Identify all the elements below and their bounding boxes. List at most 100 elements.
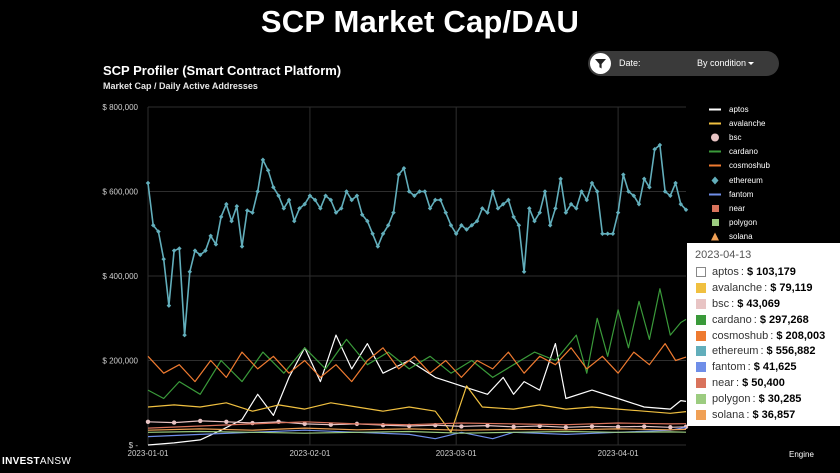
tooltip-separator: :	[740, 265, 744, 278]
data-point-bsc	[589, 424, 595, 429]
chart-title: SCP Profiler (Smart Contract Platform)	[103, 63, 342, 78]
series-line-ethereum	[147, 144, 687, 336]
data-point-ethereum	[443, 210, 448, 215]
legend-item-solana[interactable]: solana	[708, 230, 798, 244]
tooltip-value: $ 43,069	[737, 297, 781, 310]
data-point-ethereum	[506, 197, 511, 203]
tooltip-separator: :	[770, 329, 774, 342]
y-tick-label: $ 400,000	[102, 272, 138, 281]
data-point-ethereum	[197, 252, 203, 258]
data-point-ethereum	[318, 206, 323, 211]
data-point-ethereum	[286, 197, 292, 203]
tooltip-value: $ 50,400	[742, 377, 785, 390]
data-point-bsc	[171, 420, 177, 425]
data-point-bsc	[198, 418, 203, 424]
footer-note: Engine	[789, 450, 814, 459]
series-line-avalanche	[147, 385, 687, 433]
data-point-ethereum	[615, 210, 621, 215]
series-line-cardano	[147, 288, 687, 400]
tooltip-row: near: $ 50,400	[696, 375, 825, 391]
data-point-ethereum	[239, 244, 245, 249]
legend-label: fantom	[729, 189, 754, 199]
legend-item-near[interactable]: near	[708, 201, 798, 215]
data-point-ethereum	[375, 244, 381, 249]
legend-diamond-icon	[708, 176, 722, 185]
legend-item-cardano[interactable]: cardano	[708, 145, 798, 159]
data-point-ethereum	[297, 206, 302, 211]
legend-line-icon	[708, 105, 722, 114]
date-filter[interactable]: Date: By condition	[588, 51, 779, 76]
x-tick-label: 2023-02-01	[289, 449, 330, 458]
tooltip-value: $ 79,119	[770, 281, 813, 294]
tooltip-series-name: avalanche	[712, 281, 763, 294]
data-point-ethereum	[422, 189, 428, 194]
tooltip-series-name: ethereum	[712, 345, 759, 358]
tooltip-series-name: near	[712, 377, 735, 390]
x-tick-label: 2023-01-01	[128, 449, 169, 458]
data-point-bsc	[302, 421, 307, 427]
legend-line-icon	[708, 119, 722, 128]
series-line-near	[147, 421, 687, 429]
filter-icon[interactable]	[590, 53, 611, 74]
color-swatch	[696, 362, 706, 373]
tooltip-row: bsc: $ 43,069	[696, 296, 825, 312]
series-line-polygon	[147, 430, 687, 434]
data-point-bsc	[328, 422, 334, 427]
data-point-ethereum	[490, 189, 496, 194]
data-point-ethereum	[312, 197, 318, 203]
tooltip-separator: :	[753, 313, 757, 326]
legend-item-bsc[interactable]: bsc	[708, 130, 798, 144]
data-point-ethereum	[547, 223, 553, 228]
y-tick-label: $ 200,000	[102, 357, 138, 366]
legend-item-polygon[interactable]: polygon	[708, 216, 798, 230]
tooltip-series-name: solana	[712, 408, 745, 421]
tooltip-row: avalanche: $ 79,119	[696, 280, 825, 296]
data-point-ethereum	[495, 206, 501, 211]
legend-item-avalanche[interactable]: avalanche	[708, 116, 798, 130]
data-point-ethereum	[161, 256, 166, 262]
legend-item-aptos[interactable]: aptos	[708, 102, 798, 116]
page-title: SCP Market Cap/DAU	[260, 4, 580, 39]
tooltip-series-name: polygon	[712, 393, 751, 406]
color-swatch	[696, 266, 706, 277]
color-swatch	[696, 409, 706, 420]
data-point-ethereum	[328, 197, 334, 203]
data-point-ethereum	[218, 214, 224, 220]
series-line-cosmoshub	[147, 343, 687, 383]
legend-triangle-icon	[708, 232, 722, 241]
data-point-ethereum	[453, 231, 459, 237]
data-point-ethereum	[177, 246, 182, 251]
tooltip-separator: :	[746, 408, 750, 421]
tooltip-series-name: bsc	[712, 297, 730, 310]
x-tick-label: 2023-03-01	[436, 449, 477, 458]
data-point-bsc	[642, 424, 647, 429]
data-point-ethereum	[542, 189, 548, 194]
data-point-bsc	[459, 424, 464, 429]
legend-item-cosmoshub[interactable]: cosmoshub	[708, 159, 798, 173]
color-swatch	[696, 330, 706, 341]
tooltip-value: $ 41,625	[753, 361, 797, 374]
data-point-bsc	[380, 422, 386, 428]
legend-line-icon	[708, 190, 722, 199]
data-point-ethereum	[621, 172, 626, 177]
legend-item-fantom[interactable]: fantom	[708, 187, 798, 201]
series-line-solana	[147, 427, 687, 431]
filter-value[interactable]: By condition	[697, 58, 747, 68]
data-point-ethereum	[234, 204, 240, 209]
data-point-ethereum	[553, 206, 558, 211]
legend-item-ethereum[interactable]: ethereum	[708, 173, 798, 187]
tooltip-separator: :	[760, 345, 764, 358]
data-point-ethereum	[521, 269, 527, 275]
data-point-ethereum	[427, 206, 433, 211]
color-swatch	[696, 282, 706, 293]
chevron-down-icon[interactable]	[748, 62, 754, 65]
legend-label: aptos	[729, 104, 749, 114]
data-point-ethereum	[605, 231, 610, 237]
data-point-ethereum	[229, 218, 234, 224]
tooltip-row: polygon: $ 30,285	[696, 391, 825, 407]
data-point-ethereum	[365, 218, 370, 224]
data-point-ethereum	[338, 206, 344, 211]
color-swatch	[696, 394, 706, 405]
x-tick-label: 2023-04-01	[598, 449, 639, 458]
data-point-ethereum	[480, 206, 485, 211]
